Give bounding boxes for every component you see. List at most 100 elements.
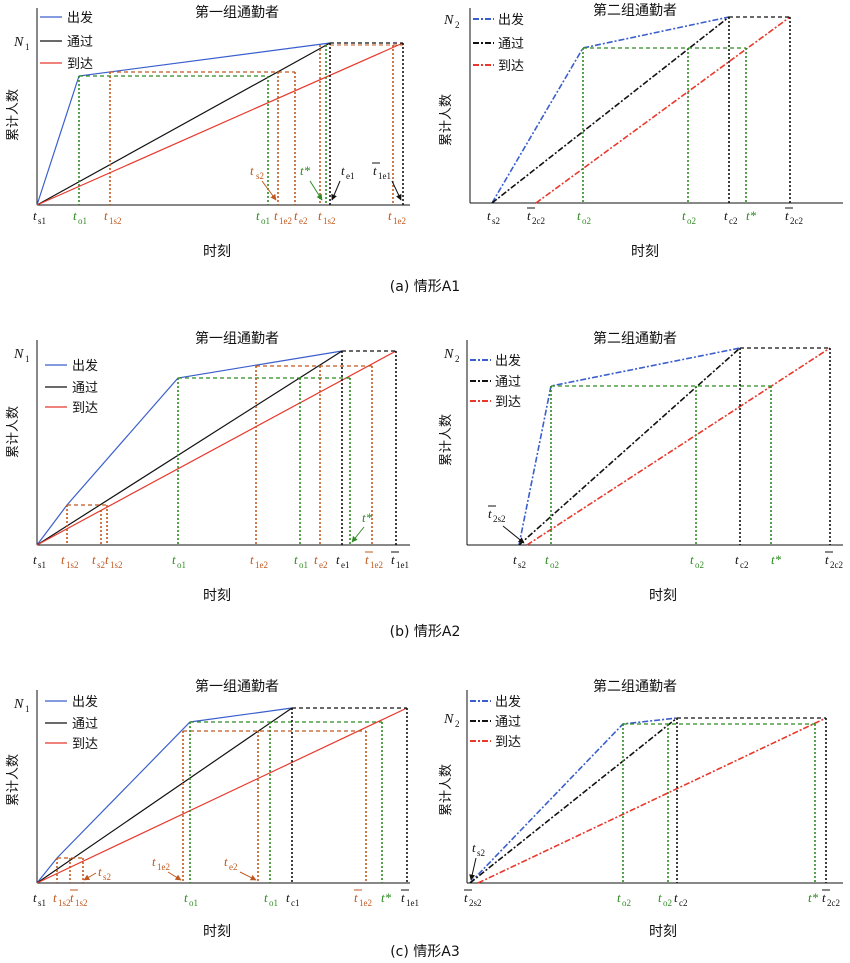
svg-text:t: t bbox=[224, 854, 228, 869]
caption-a1: (a) 情形A1 bbox=[390, 279, 460, 295]
panel-a3-group1: 第一组通勤者 N 1 累计人数 出发 通过 到达 t s2 t 1e2 t e2 bbox=[6, 678, 419, 940]
svg-text:c2: c2 bbox=[679, 898, 688, 908]
svg-text:t: t bbox=[172, 552, 176, 567]
svg-text:t: t bbox=[388, 208, 392, 223]
svg-text:时刻: 时刻 bbox=[649, 588, 677, 604]
caption-a3: (c) 情形A3 bbox=[390, 944, 460, 960]
svg-text:时刻: 时刻 bbox=[203, 588, 231, 604]
svg-text:2c2: 2c2 bbox=[532, 216, 545, 226]
svg-text:t: t bbox=[674, 890, 678, 905]
svg-text:t: t bbox=[365, 552, 369, 567]
n1-label: N bbox=[13, 35, 24, 50]
svg-text:o1: o1 bbox=[177, 560, 186, 570]
svg-text:c1: c1 bbox=[291, 898, 300, 908]
y-axis-label: 累计人数 bbox=[6, 89, 21, 141]
svg-text:1s2: 1s2 bbox=[58, 898, 71, 908]
legend-arrive: 到达 bbox=[67, 57, 93, 72]
svg-text:出发: 出发 bbox=[495, 353, 521, 369]
svg-text:t: t bbox=[487, 208, 491, 223]
svg-text:e2: e2 bbox=[299, 216, 308, 226]
svg-text:2: 2 bbox=[455, 20, 460, 30]
svg-text:2: 2 bbox=[455, 719, 460, 729]
svg-text:1e2: 1e2 bbox=[370, 560, 383, 570]
svg-text:2c2: 2c2 bbox=[827, 898, 840, 908]
svg-text:第二组通勤者: 第二组通勤者 bbox=[593, 2, 677, 19]
svg-text:1e2: 1e2 bbox=[359, 898, 372, 908]
svg-text:时刻: 时刻 bbox=[649, 924, 677, 940]
svg-text:t: t bbox=[336, 552, 340, 567]
svg-text:通过: 通过 bbox=[498, 37, 524, 52]
svg-text:1s2: 1s2 bbox=[66, 560, 79, 570]
svg-text:t*: t* bbox=[362, 510, 373, 525]
svg-text:o1: o1 bbox=[261, 216, 270, 226]
svg-text:e2: e2 bbox=[229, 862, 238, 872]
svg-text:累计人数: 累计人数 bbox=[439, 764, 454, 816]
svg-text:1e1: 1e1 bbox=[378, 171, 391, 181]
svg-text:o2: o2 bbox=[622, 898, 631, 908]
svg-text:t: t bbox=[825, 552, 829, 567]
svg-text:t*: t* bbox=[381, 890, 392, 905]
svg-text:t: t bbox=[527, 208, 531, 223]
svg-text:s1: s1 bbox=[38, 216, 46, 226]
svg-text:o2: o2 bbox=[687, 216, 696, 226]
panel-a1-group1: 第一组通勤者 出发 通过 到达 N 1 累计人数 t s bbox=[6, 4, 410, 260]
svg-text:1: 1 bbox=[25, 704, 30, 714]
legend-depart: 出发 bbox=[67, 10, 93, 26]
svg-text:N: N bbox=[443, 13, 454, 28]
svg-text:N: N bbox=[13, 347, 24, 362]
svg-text:o1: o1 bbox=[269, 898, 278, 908]
svg-text:s2: s2 bbox=[518, 560, 526, 570]
svg-text:时刻: 时刻 bbox=[631, 244, 659, 260]
svg-text:t: t bbox=[464, 890, 468, 905]
svg-text:t: t bbox=[53, 890, 57, 905]
svg-text:t: t bbox=[617, 890, 621, 905]
svg-text:t*: t* bbox=[746, 208, 757, 223]
svg-text:o2: o2 bbox=[582, 216, 591, 226]
svg-text:2s2: 2s2 bbox=[493, 514, 506, 524]
svg-text:o2: o2 bbox=[695, 560, 704, 570]
svg-text:第一组通勤者: 第一组通勤者 bbox=[195, 330, 279, 347]
svg-text:出发: 出发 bbox=[72, 694, 98, 710]
svg-text:c2: c2 bbox=[740, 560, 749, 570]
svg-text:通过: 通过 bbox=[495, 375, 521, 390]
svg-text:t: t bbox=[401, 890, 405, 905]
svg-text:e1: e1 bbox=[346, 171, 355, 181]
svg-text:1e1: 1e1 bbox=[406, 898, 419, 908]
svg-text:t: t bbox=[577, 208, 581, 223]
svg-text:1s2: 1s2 bbox=[110, 560, 123, 570]
svg-text:到达: 到达 bbox=[495, 395, 521, 410]
svg-text:t: t bbox=[98, 864, 102, 879]
svg-text:t: t bbox=[250, 552, 254, 567]
svg-text:t: t bbox=[513, 552, 517, 567]
svg-text:t*: t* bbox=[300, 163, 311, 178]
svg-text:t: t bbox=[690, 552, 694, 567]
svg-text:1e2: 1e2 bbox=[157, 862, 170, 872]
svg-text:1: 1 bbox=[25, 354, 30, 364]
svg-text:第二组通勤者: 第二组通勤者 bbox=[593, 330, 677, 347]
svg-text:e2: e2 bbox=[319, 560, 328, 570]
svg-text:出发: 出发 bbox=[495, 694, 521, 710]
svg-text:o2: o2 bbox=[550, 560, 559, 570]
svg-text:t: t bbox=[61, 552, 65, 567]
svg-text:s2: s2 bbox=[97, 560, 105, 570]
svg-text:t: t bbox=[724, 208, 728, 223]
svg-text:1e2: 1e2 bbox=[279, 216, 292, 226]
panel-a2-group1: 第一组通勤者 N 1 累计人数 出发 通过 到达 t* t s1 t 1s2 t s2 bbox=[6, 330, 410, 604]
svg-text:到达: 到达 bbox=[498, 59, 524, 74]
svg-text:N: N bbox=[13, 697, 24, 712]
svg-text:通过: 通过 bbox=[495, 715, 521, 730]
legend-pass: 通过 bbox=[67, 35, 93, 50]
group1-title: 第一组通勤者 bbox=[195, 4, 279, 21]
svg-text:1s2: 1s2 bbox=[109, 216, 122, 226]
svg-text:第一组通勤者: 第一组通勤者 bbox=[195, 678, 279, 695]
svg-text:出发: 出发 bbox=[72, 358, 98, 374]
svg-text:1s2: 1s2 bbox=[75, 898, 88, 908]
svg-text:t: t bbox=[274, 208, 278, 223]
svg-text:t: t bbox=[184, 890, 188, 905]
svg-text:t: t bbox=[658, 890, 662, 905]
x-axis-label: 时刻 bbox=[203, 244, 231, 260]
